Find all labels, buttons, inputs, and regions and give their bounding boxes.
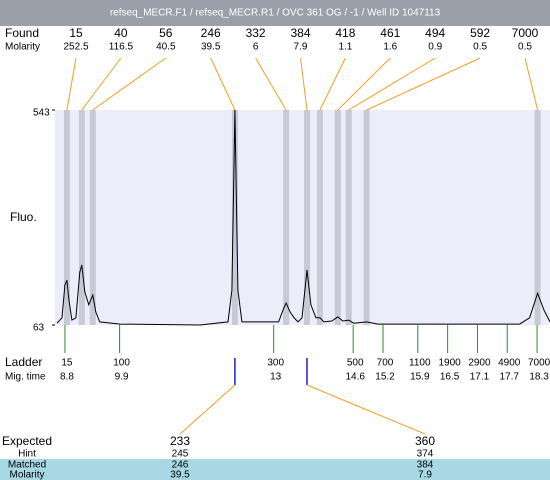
found-molarity: 116.5: [109, 42, 134, 53]
ladder-label: Ladder: [5, 355, 42, 369]
found-molarity: 1.6: [383, 42, 397, 53]
title: refseq_MECR.F1 / refseq_MECR.R1 / OVC 36…: [110, 8, 441, 19]
ladder-size: 1100: [409, 358, 431, 369]
peak-band: [78, 110, 85, 325]
ladder-size: 2900: [468, 358, 491, 369]
peak-connector: [210, 57, 236, 111]
peak-connector: [366, 57, 481, 111]
found-molarity: 1.1: [338, 42, 352, 53]
matched-size: 246: [172, 460, 189, 471]
trace: [56, 109, 550, 326]
expected-size: 233: [170, 434, 190, 448]
matched-band: [0, 459, 550, 480]
peak-band: [231, 110, 238, 325]
found-size: 332: [246, 26, 266, 40]
found-label: Found: [5, 26, 39, 40]
matched-label: Matched: [8, 460, 46, 471]
found-size: 15: [69, 26, 83, 40]
found-molarity: 6: [253, 42, 259, 53]
ladder-size: 500: [347, 358, 364, 369]
peak-band: [534, 110, 541, 325]
ladder-time: 14.6: [345, 372, 365, 383]
found-molarity: 0.9: [428, 42, 442, 53]
peak-connector: [81, 57, 122, 111]
found-size: 494: [425, 26, 445, 40]
found-size: 384: [290, 26, 310, 40]
ladder-time: 15.9: [410, 372, 430, 383]
found-size: 246: [201, 26, 221, 40]
ladder-size: 300: [267, 358, 284, 369]
ladder-size: 1900: [438, 358, 461, 369]
matched-molarity: 39.5: [170, 470, 190, 480]
peak-band: [363, 110, 370, 325]
ladder-time: 17.1: [470, 372, 490, 383]
peak-connector: [92, 57, 167, 111]
found-size: 7000: [512, 26, 539, 40]
y-tick-label: 63: [33, 323, 45, 334]
found-size: 461: [380, 26, 400, 40]
found-molarity: 252.5: [63, 42, 88, 53]
peak-connector: [524, 57, 539, 111]
ladder-size: 4900: [498, 358, 521, 369]
found-size: 418: [335, 26, 355, 40]
expected-connector: [306, 384, 426, 435]
found-size: 56: [159, 26, 173, 40]
expected-connector: [179, 384, 236, 435]
y-tick-label: 543: [33, 108, 50, 119]
peak-band: [345, 110, 352, 325]
matched-molarity: 7.9: [418, 470, 432, 480]
matched-size: 384: [417, 460, 434, 471]
ladder-time: 17.7: [500, 372, 520, 383]
ladder-time: 8.8: [60, 372, 74, 383]
peak-connector: [337, 57, 391, 111]
title-bar: [0, 0, 550, 26]
peak-connector: [348, 57, 436, 111]
ladder-time: 18.3: [529, 372, 549, 383]
ladder-time: 16.5: [440, 372, 460, 383]
peak-band: [303, 110, 310, 325]
expected-label: Expected: [2, 434, 52, 448]
peak-band: [283, 110, 290, 325]
hint-size: 374: [417, 449, 434, 460]
peak-band: [63, 110, 70, 325]
expected-molarity-label: Molarity: [9, 470, 44, 480]
found-molarity: 7.9: [294, 42, 308, 53]
hint-size: 245: [172, 449, 189, 460]
ladder-size: 15: [61, 358, 73, 369]
ladder-time: 13: [270, 372, 282, 383]
ladder-time: 15.2: [375, 372, 395, 383]
peak-band: [334, 110, 341, 325]
found-molarity: 0.5: [473, 42, 487, 53]
plot-area: [55, 110, 550, 325]
peak-connector: [255, 57, 287, 111]
found-size: 40: [114, 26, 128, 40]
found-molarity: 40.5: [156, 42, 176, 53]
peak-connector: [66, 57, 77, 111]
peak-connector: [319, 57, 346, 111]
y-label: Fluo.: [10, 210, 37, 224]
peak-connector: [300, 57, 308, 111]
molarity-label: Molarity: [5, 42, 40, 53]
peak-band: [89, 110, 96, 325]
ladder-size: 700: [377, 358, 394, 369]
found-molarity: 39.5: [201, 42, 221, 53]
ladder-size: 7000: [528, 358, 550, 369]
ladder-time: 9.9: [115, 372, 129, 383]
ladder-size: 100: [113, 358, 130, 369]
found-size: 592: [470, 26, 490, 40]
peak-band: [316, 110, 323, 325]
mig-time-label: Mig. time: [5, 372, 46, 383]
expected-size: 360: [415, 434, 435, 448]
found-molarity: 0.5: [518, 42, 532, 53]
hint-label: Hint: [18, 449, 36, 460]
